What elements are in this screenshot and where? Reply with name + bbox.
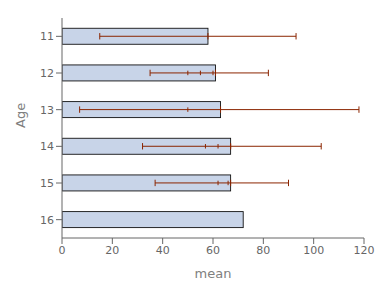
svg-text:100: 100	[303, 244, 324, 257]
svg-text:13: 13	[40, 104, 54, 117]
svg-text:15: 15	[40, 177, 54, 190]
svg-text:12: 12	[40, 67, 54, 80]
svg-text:16: 16	[40, 214, 54, 227]
svg-text:mean: mean	[195, 266, 232, 281]
svg-text:11: 11	[40, 30, 54, 43]
svg-text:80: 80	[256, 244, 270, 257]
svg-text:120: 120	[354, 244, 375, 257]
svg-text:40: 40	[156, 244, 170, 257]
svg-text:14: 14	[40, 140, 54, 153]
svg-text:60: 60	[206, 244, 220, 257]
svg-text:20: 20	[105, 244, 119, 257]
svg-text:Age: Age	[13, 103, 28, 128]
svg-text:0: 0	[59, 244, 66, 257]
